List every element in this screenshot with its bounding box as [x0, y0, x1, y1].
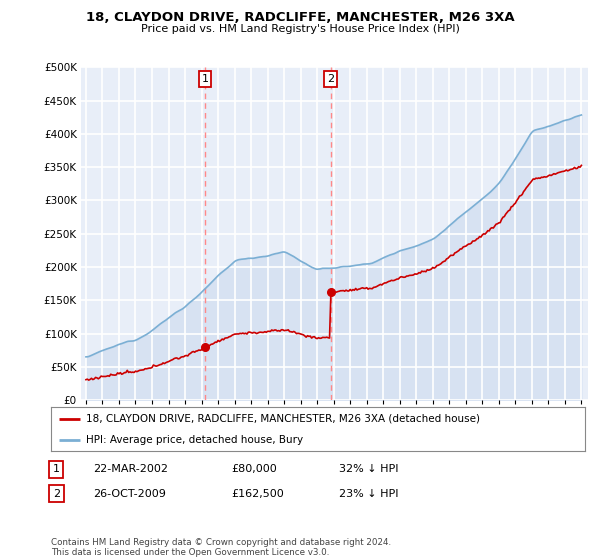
Text: 1: 1 [53, 464, 60, 474]
Text: 26-OCT-2009: 26-OCT-2009 [93, 489, 166, 499]
Text: Contains HM Land Registry data © Crown copyright and database right 2024.
This d: Contains HM Land Registry data © Crown c… [51, 538, 391, 557]
Text: 2: 2 [53, 489, 60, 499]
Text: 1: 1 [202, 74, 209, 84]
Text: HPI: Average price, detached house, Bury: HPI: Average price, detached house, Bury [86, 435, 303, 445]
Text: £162,500: £162,500 [231, 489, 284, 499]
Text: 18, CLAYDON DRIVE, RADCLIFFE, MANCHESTER, M26 3XA: 18, CLAYDON DRIVE, RADCLIFFE, MANCHESTER… [86, 11, 514, 24]
Text: 22-MAR-2002: 22-MAR-2002 [93, 464, 168, 474]
Text: 23% ↓ HPI: 23% ↓ HPI [339, 489, 398, 499]
Text: £80,000: £80,000 [231, 464, 277, 474]
Text: 32% ↓ HPI: 32% ↓ HPI [339, 464, 398, 474]
Text: Price paid vs. HM Land Registry's House Price Index (HPI): Price paid vs. HM Land Registry's House … [140, 24, 460, 34]
Text: 2: 2 [327, 74, 334, 84]
Text: 18, CLAYDON DRIVE, RADCLIFFE, MANCHESTER, M26 3XA (detached house): 18, CLAYDON DRIVE, RADCLIFFE, MANCHESTER… [86, 414, 480, 424]
